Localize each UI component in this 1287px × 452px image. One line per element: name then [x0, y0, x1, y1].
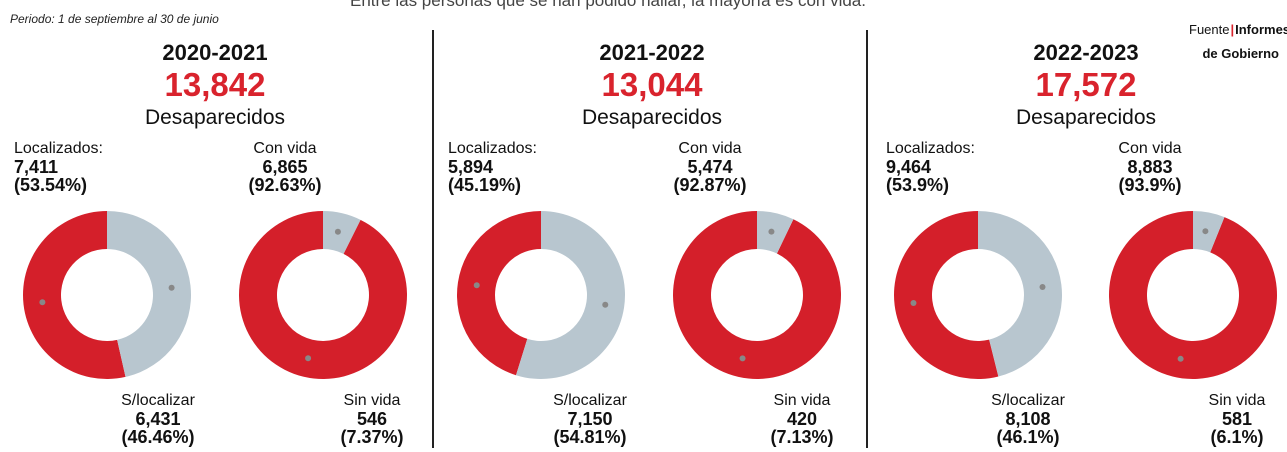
leader-dot	[1177, 355, 1184, 362]
slice-value: 6,431	[135, 409, 181, 429]
donut-chart-con-vida	[673, 211, 841, 379]
slice-percent: (46.1%)	[996, 427, 1060, 447]
total-disappeared: 13,842	[164, 66, 266, 103]
slice-percent: (7.13%)	[770, 427, 834, 447]
slice-label: Con vida	[678, 140, 742, 157]
disappeared-label: Desaparecidos	[1015, 106, 1157, 129]
slice-value: 8,883	[1127, 157, 1173, 177]
slice-percent: (46.46%)	[121, 427, 195, 447]
donut-chart-localizados	[894, 211, 1062, 379]
donut-slice-red	[673, 211, 841, 379]
period-note: Periodo: 1 de septiembre al 30 de junio	[10, 12, 219, 26]
legend-s-localizar: S/localizar 7,150 (54.81%)	[520, 392, 660, 446]
legend-con-vida: Con vida 5,474 (92.87%)	[650, 140, 770, 194]
source-line-2: de Gobierno	[1202, 46, 1279, 61]
legend-sin-vida: Sin vida 420 (7.13%)	[752, 392, 852, 446]
disappeared-label: Desaparecidos	[144, 106, 286, 129]
year-title: 2022-2023	[1033, 40, 1139, 65]
legend-localizados: Localizados: 7,411 (53.54%)	[14, 140, 103, 194]
slice-percent: (92.63%)	[248, 175, 322, 195]
legend-con-vida: Con vida 8,883 (93.9%)	[1090, 140, 1210, 194]
slice-label: Sin vida	[773, 392, 831, 409]
slice-value: 7,411	[14, 157, 59, 177]
donut-slice-red	[1109, 211, 1277, 379]
leader-dot	[1039, 284, 1046, 291]
slice-value: 8,108	[1005, 409, 1051, 429]
slice-value: 546	[356, 409, 388, 429]
leader-dot	[39, 299, 46, 306]
legend-localizados: Localizados: 9,464 (53.9%)	[886, 140, 975, 194]
donut-slice-red	[239, 211, 407, 379]
top-caption: Entre las personas que se han podido hal…	[350, 0, 866, 10]
slice-label: Localizados:	[448, 140, 537, 157]
column-divider	[432, 30, 434, 448]
leader-dot	[334, 228, 341, 235]
slice-label: S/localizar	[553, 392, 627, 409]
source-separator: |	[1230, 22, 1235, 37]
disappeared-label: Desaparecidos	[581, 106, 723, 129]
donut-slice-gray	[1193, 211, 1225, 253]
slice-value: 420	[786, 409, 818, 429]
slice-value: 6,865	[262, 157, 308, 177]
slice-value: 5,474	[687, 157, 733, 177]
slice-percent: (93.9%)	[1118, 175, 1182, 195]
source-prefix: Fuente	[1189, 22, 1230, 37]
source-note: Fuente|Informes de Gobierno	[1189, 18, 1287, 66]
donut-slice-gray	[515, 211, 625, 379]
donut-slice-gray	[978, 211, 1062, 377]
donut-chart-con-vida	[1109, 211, 1277, 379]
slice-percent: (54.81%)	[553, 427, 627, 447]
legend-s-localizar: S/localizar 8,108 (46.1%)	[958, 392, 1098, 446]
slice-value: 5,894	[448, 157, 494, 177]
leader-dot	[305, 355, 312, 362]
slice-percent: (53.9%)	[886, 175, 950, 195]
column-divider	[866, 30, 868, 448]
legend-sin-vida: Sin vida 581 (6.1%)	[1192, 392, 1282, 446]
donut-slice-red	[456, 211, 541, 376]
donut-slice-gray	[757, 211, 794, 254]
donut-chart-localizados	[456, 211, 625, 379]
slice-label: S/localizar	[991, 392, 1065, 409]
slice-label: Localizados:	[886, 140, 975, 157]
leader-dot	[768, 228, 775, 235]
slice-label: Sin vida	[343, 392, 401, 409]
donut-slice-red	[23, 211, 126, 379]
legend-localizados: Localizados: 5,894 (45.19%)	[448, 140, 537, 194]
slice-percent: (45.19%)	[448, 175, 522, 195]
donut-chart-con-vida	[239, 211, 407, 379]
slice-label: Con vida	[253, 140, 317, 157]
leader-dot	[739, 355, 746, 362]
donut-slice-red	[894, 211, 999, 379]
slice-percent: (7.37%)	[340, 427, 404, 447]
slice-label: S/localizar	[121, 392, 195, 409]
year-title: 2021-2022	[599, 40, 705, 65]
slice-percent: (53.54%)	[14, 175, 88, 195]
slice-label: Sin vida	[1208, 392, 1266, 409]
leader-dot	[910, 299, 917, 306]
year-title: 2020-2021	[162, 40, 268, 65]
total-disappeared: 13,044	[601, 66, 703, 103]
source-line-1: Informes	[1235, 22, 1287, 37]
leader-dot	[602, 301, 609, 308]
total-disappeared: 17,572	[1035, 66, 1137, 103]
slice-value: 7,150	[567, 409, 613, 429]
legend-con-vida: Con vida 6,865 (92.63%)	[225, 140, 345, 194]
slice-percent: (6.1%)	[1210, 427, 1264, 447]
slice-label: Localizados:	[14, 140, 103, 157]
donut-slice-gray	[323, 211, 361, 254]
slice-value: 581	[1221, 409, 1253, 429]
leader-dot	[473, 282, 480, 289]
leader-dot	[1202, 228, 1209, 235]
slice-label: Con vida	[1118, 140, 1182, 157]
leader-dot	[168, 284, 175, 291]
donut-chart-localizados	[23, 211, 192, 379]
slice-percent: (92.87%)	[673, 175, 747, 195]
donut-slice-gray	[107, 211, 192, 377]
legend-sin-vida: Sin vida 546 (7.37%)	[322, 392, 422, 446]
slice-value: 9,464	[886, 157, 932, 177]
legend-s-localizar: S/localizar 6,431 (46.46%)	[88, 392, 228, 446]
